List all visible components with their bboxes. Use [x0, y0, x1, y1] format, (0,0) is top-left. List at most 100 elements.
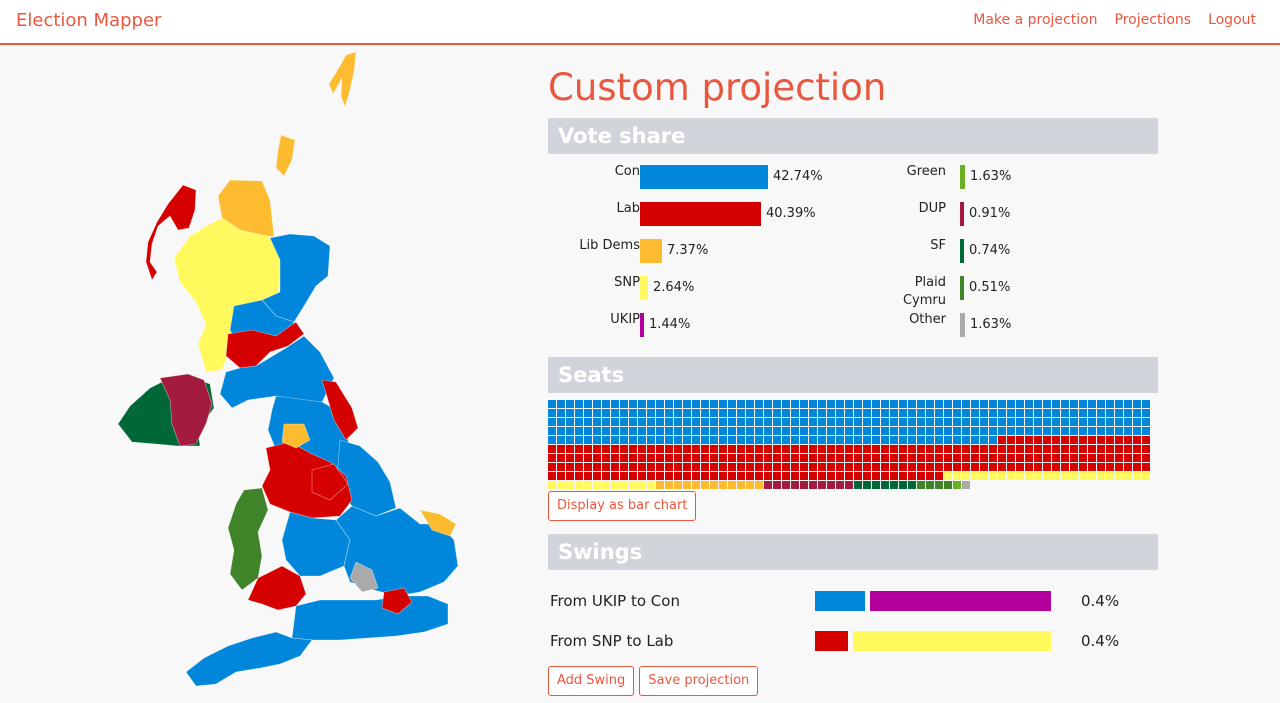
seat-cell-lab — [809, 445, 817, 453]
region-north-east[interactable] — [321, 379, 359, 441]
seat-cell-con — [746, 409, 754, 417]
seat-cell-dup — [809, 481, 817, 489]
region-shetland[interactable] — [328, 51, 357, 108]
seat-cell-snp — [944, 472, 952, 480]
seat-cell-con — [602, 409, 610, 417]
seat-cell-con — [1088, 400, 1096, 408]
seat-cell-lab — [917, 463, 925, 471]
seat-cell-con — [1007, 427, 1015, 435]
nav-projections[interactable]: Projections — [1114, 12, 1192, 28]
seat-cell-con — [935, 427, 943, 435]
seat-cell-lab — [755, 463, 763, 471]
seat-cell-con — [935, 418, 943, 426]
seat-cell-con — [566, 400, 574, 408]
seat-cell-con — [710, 400, 718, 408]
seat-cell-sf — [908, 481, 916, 489]
seat-cell-lab — [1106, 445, 1114, 453]
nav-make-projection[interactable]: Make a projection — [973, 12, 1098, 28]
seat-cell-lab — [836, 472, 844, 480]
seat-cell-con — [989, 409, 997, 417]
seat-cell-con — [746, 418, 754, 426]
vote-value: 7.37% — [667, 243, 709, 258]
region-south-west[interactable] — [185, 631, 313, 687]
swing-bar-ukip[interactable] — [870, 591, 1051, 611]
seat-cell-con — [1115, 418, 1123, 426]
seat-cell-con — [980, 400, 988, 408]
seat-cell-con — [584, 436, 592, 444]
seat-cell-con — [953, 400, 961, 408]
seat-cell-lab — [926, 463, 934, 471]
seat-cell-lab — [845, 445, 853, 453]
region-manchester[interactable] — [311, 463, 349, 501]
swing-label: From SNP to Lab — [550, 632, 674, 650]
seat-cell-lab — [728, 454, 736, 462]
seat-cell-snp — [611, 481, 619, 489]
swing-bar-snp[interactable] — [853, 631, 1051, 651]
uk-map-svg[interactable] — [100, 48, 480, 700]
seat-cell-lab — [584, 454, 592, 462]
region-south-east[interactable] — [291, 595, 449, 641]
seat-cell-lab — [719, 445, 727, 453]
region-lakes[interactable] — [281, 423, 311, 449]
region-orkney[interactable] — [275, 134, 296, 177]
seat-cell-con — [1142, 427, 1150, 435]
seat-cell-lab — [602, 463, 610, 471]
seat-cell-con — [683, 418, 691, 426]
region-london[interactable] — [381, 587, 413, 615]
party-label: Lib Dems — [579, 238, 640, 253]
region-grampian[interactable] — [261, 233, 331, 323]
brand-link[interactable]: Election Mapper — [16, 10, 162, 31]
seat-cell-con — [827, 409, 835, 417]
seat-cell-con — [971, 409, 979, 417]
seat-cell-lab — [890, 445, 898, 453]
seat-cell-lab — [548, 463, 556, 471]
region-western-isles[interactable] — [145, 184, 197, 281]
region-norfolk[interactable] — [419, 509, 457, 537]
seat-cell-lab — [773, 463, 781, 471]
seat-cell-con — [809, 400, 817, 408]
seat-cell-con — [746, 400, 754, 408]
display-bar-chart-button[interactable]: Display as bar chart — [548, 491, 697, 521]
seat-cell-con — [1106, 400, 1114, 408]
seat-cell-con — [620, 427, 628, 435]
save-projection-button[interactable]: Save projection — [639, 666, 759, 696]
swing-label: From UKIP to Con — [550, 592, 680, 610]
seat-cell-lab — [1079, 463, 1087, 471]
seat-cell-con — [665, 436, 673, 444]
seat-cell-lab — [1115, 454, 1123, 462]
seat-cell-con — [845, 409, 853, 417]
seat-cell-lab — [1016, 436, 1024, 444]
seat-cell-con — [647, 427, 655, 435]
party-label: Green — [906, 164, 946, 179]
seat-cell-lab — [809, 472, 817, 480]
seat-cell-con — [881, 400, 889, 408]
seat-cell-lab — [1106, 436, 1114, 444]
add-swing-button[interactable]: Add Swing — [548, 666, 635, 696]
seat-cell-con — [953, 436, 961, 444]
seat-cell-lab — [890, 454, 898, 462]
seat-cell-lab — [1142, 436, 1150, 444]
seat-cell-con — [773, 427, 781, 435]
seat-cell-con — [782, 409, 790, 417]
seat-cell-lib-dems — [728, 481, 736, 489]
uk-results-map[interactable] — [100, 48, 480, 700]
seat-cell-con — [1097, 427, 1105, 435]
seat-cell-con — [710, 427, 718, 435]
seat-cell-lib-dems — [710, 481, 718, 489]
seat-cell-lab — [1034, 454, 1042, 462]
region-central-belt[interactable] — [225, 321, 305, 369]
region-speaker[interactable] — [349, 561, 379, 593]
seat-cell-lab — [656, 445, 664, 453]
seat-cell-lab — [1115, 436, 1123, 444]
region-ni-east[interactable] — [159, 373, 213, 447]
seat-cell-lab — [638, 445, 646, 453]
seat-cell-dup — [818, 481, 826, 489]
seat-cell-lab — [980, 445, 988, 453]
region-wales-north[interactable] — [227, 487, 269, 591]
region-midlands-west[interactable] — [281, 511, 351, 577]
seat-cell-lab — [1088, 463, 1096, 471]
seat-cell-con — [719, 400, 727, 408]
seat-cell-con — [1043, 418, 1051, 426]
seat-cell-lab — [944, 454, 952, 462]
nav-logout[interactable]: Logout — [1208, 12, 1256, 28]
